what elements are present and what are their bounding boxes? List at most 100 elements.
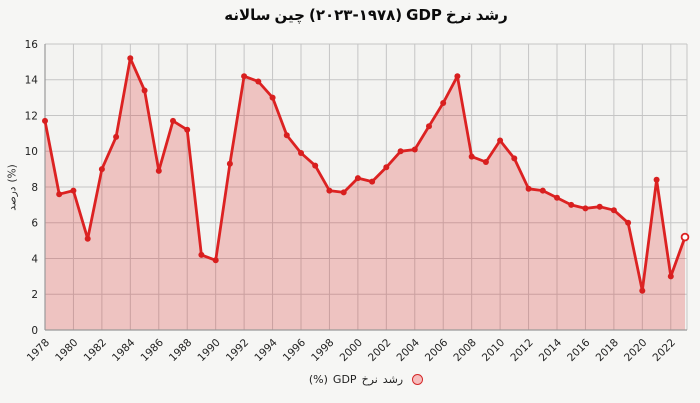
y-axis-tick-labels: 0 2 4 6 8 10 12 14 16 <box>25 39 39 337</box>
data-point-marker <box>198 251 205 258</box>
data-point-marker <box>511 155 518 162</box>
data-point-marker <box>667 273 674 280</box>
x-tick-label: 2020 <box>622 337 649 364</box>
y-tick-label: 16 <box>25 39 39 51</box>
data-point-marker <box>397 148 404 155</box>
x-tick-label: 1986 <box>139 336 167 364</box>
data-point-marker <box>340 189 347 196</box>
x-tick-label: 2000 <box>338 337 365 364</box>
y-tick-label: 2 <box>31 289 38 301</box>
x-tick-label: 1988 <box>167 337 194 364</box>
y-tick-label: 10 <box>25 146 38 158</box>
x-tick-label: 1996 <box>281 336 309 364</box>
data-point-marker <box>582 205 589 212</box>
y-tick-label: 0 <box>31 325 38 337</box>
data-point-marker <box>482 159 489 165</box>
title-part: GDP <box>406 6 442 24</box>
data-point-marker <box>610 207 617 214</box>
legend-label-part: GDP <box>332 373 357 386</box>
legend-label-part: نرخ <box>361 373 378 386</box>
data-point-marker <box>84 235 91 242</box>
x-tick-label: 2008 <box>451 337 478 364</box>
legend-label-part: رشد <box>382 373 404 386</box>
x-tick-label: 2010 <box>480 337 507 364</box>
x-tick-label: 1994 <box>252 336 280 364</box>
data-point-marker <box>383 164 390 171</box>
data-point-marker <box>298 150 304 156</box>
data-point-marker <box>554 194 560 201</box>
data-point-marker <box>127 55 134 62</box>
title-part: (۲۰۲۳-۱۹۷۸) <box>308 6 403 24</box>
legend: (%) GDP نرخ رشد <box>32 373 700 386</box>
x-tick-label: 1982 <box>82 337 109 364</box>
data-point-marker <box>525 185 532 192</box>
data-point-marker <box>98 166 105 173</box>
y-tick-label: 6 <box>31 218 38 230</box>
title-part: نرخ <box>445 6 472 24</box>
data-point-marker <box>539 187 546 194</box>
x-tick-label: 2004 <box>395 336 423 364</box>
data-point-marker <box>568 201 575 208</box>
series-area-fill <box>45 58 685 331</box>
y-axis-label-part: (%) <box>6 164 19 183</box>
data-point-marker <box>241 73 248 80</box>
last-data-point-marker <box>680 232 690 242</box>
x-tick-label: 2014 <box>537 336 565 364</box>
data-point-marker <box>255 78 262 85</box>
x-tick-label: 2002 <box>366 337 393 364</box>
data-point-markers <box>42 55 690 294</box>
legend-label-part: (%) <box>308 373 328 386</box>
data-point-marker <box>426 123 432 130</box>
data-point-marker <box>625 219 632 226</box>
y-tick-label: 8 <box>31 182 38 194</box>
y-tick-label: 4 <box>31 253 38 265</box>
data-point-marker <box>454 73 461 80</box>
y-axis-label-part: درصد <box>6 186 19 211</box>
title-part: سالانه <box>224 6 271 24</box>
data-point-marker <box>141 87 148 94</box>
data-point-marker <box>113 133 120 140</box>
data-point-marker <box>440 100 447 106</box>
x-tick-label: 1984 <box>110 336 138 364</box>
data-point-marker <box>56 191 63 198</box>
data-point-marker <box>596 203 603 210</box>
data-point-marker <box>369 178 376 185</box>
chart-title: سالانه چین (۲۰۲۳-۱۹۷۸) GDP نرخ رشد <box>32 6 700 24</box>
x-tick-label: 2006 <box>423 336 451 364</box>
y-tick-label: 12 <box>25 110 38 122</box>
data-point-marker <box>212 257 219 264</box>
legend-circle-marker-icon <box>412 374 424 385</box>
series-line <box>43 56 687 293</box>
data-point-marker <box>326 187 333 194</box>
data-point-marker <box>184 126 191 133</box>
data-point-marker <box>170 117 176 124</box>
title-part: چین <box>274 6 305 24</box>
data-point-marker <box>497 137 504 144</box>
y-axis-label: درصد (%) <box>7 137 22 239</box>
data-point-marker <box>283 132 290 139</box>
x-axis-tick-labels: 1978 1980 1982 1984 1986 1988 1990 1992 1994 1996… <box>25 336 678 364</box>
data-point-marker <box>226 160 233 167</box>
x-tick-label: 2012 <box>508 337 535 364</box>
data-point-marker <box>70 187 77 194</box>
data-point-marker <box>42 117 48 124</box>
x-tick-label: 2022 <box>651 337 678 364</box>
data-point-marker <box>269 94 276 101</box>
data-point-marker <box>411 146 418 153</box>
x-tick-label: 1998 <box>309 337 336 364</box>
x-tick-label: 2018 <box>594 337 621 364</box>
x-tick-label: 1980 <box>53 337 80 364</box>
x-tick-label: 1990 <box>195 337 222 364</box>
data-point-marker <box>312 162 319 169</box>
data-point-marker <box>354 175 361 182</box>
data-point-marker <box>639 287 646 294</box>
y-tick-label: 14 <box>25 75 39 87</box>
x-tick-label: 1978 <box>25 337 52 364</box>
data-point-marker <box>653 176 660 183</box>
title-part: رشد <box>475 6 508 24</box>
data-point-marker <box>468 153 475 160</box>
data-point-marker <box>155 167 162 174</box>
x-tick-label: 1992 <box>224 337 251 364</box>
